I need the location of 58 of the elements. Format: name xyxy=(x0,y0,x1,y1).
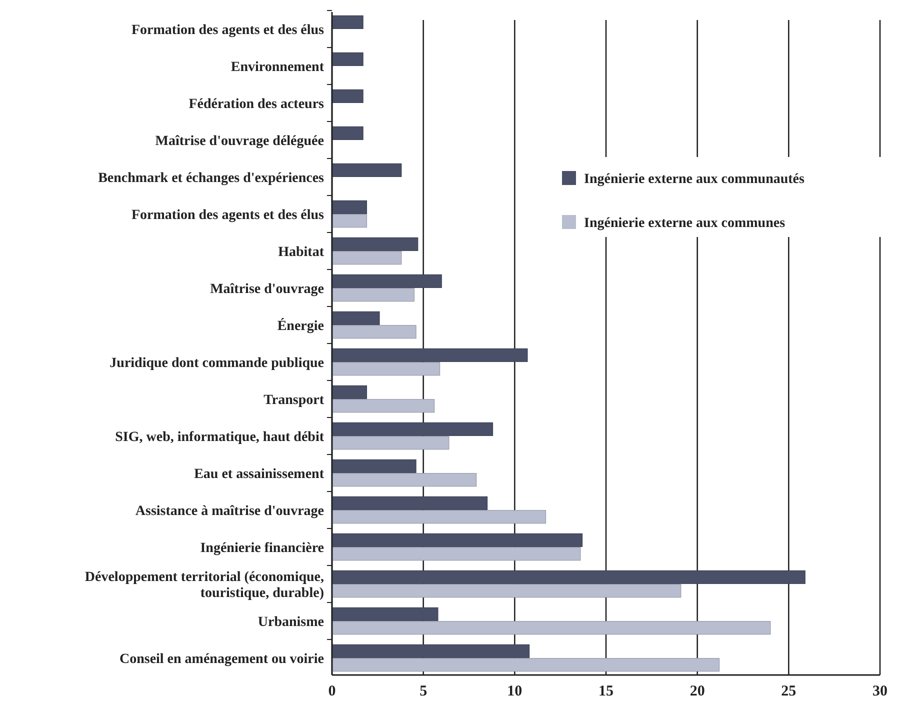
legend-label: Ingénierie externe aux communautés xyxy=(584,172,806,187)
bar xyxy=(332,362,440,376)
bar xyxy=(332,510,546,524)
y-tick-label: Assistance à maîtrise d'ouvrage xyxy=(135,504,324,519)
x-tick-label: 25 xyxy=(781,684,796,700)
y-tick-label: SIG, web, informatique, haut débit xyxy=(115,430,324,445)
y-tick-label: Conseil en aménagement ou voirie xyxy=(119,652,324,667)
bar xyxy=(332,348,528,362)
y-tick-label: Développement territorial (économique, touristique, durable) xyxy=(84,570,324,601)
x-tick-label: 10 xyxy=(507,684,522,700)
y-tick-label: Ingénierie financière xyxy=(200,540,324,556)
bar xyxy=(332,237,418,251)
y-tick-label: Environnement xyxy=(230,60,324,76)
bar xyxy=(332,274,442,288)
bar xyxy=(332,200,368,214)
x-tick-label: 30 xyxy=(872,684,888,700)
x-tick-label: 15 xyxy=(598,684,614,700)
y-tick-label: Maîtrise d'ouvrage déléguée xyxy=(155,134,324,150)
bar xyxy=(332,126,364,140)
x-tick-label: 5 xyxy=(420,684,428,700)
y-tick-label: Benchmark et échanges d'expériences xyxy=(98,171,325,186)
bar xyxy=(332,399,435,413)
bar xyxy=(332,621,771,635)
y-tick-label: Eau et assainissement xyxy=(194,466,324,482)
bar xyxy=(332,163,402,177)
bar xyxy=(332,644,530,658)
bar xyxy=(332,288,414,302)
x-tick-label: 0 xyxy=(328,684,336,700)
y-tick-label: Fédération des acteurs xyxy=(188,97,325,112)
bar xyxy=(332,459,416,473)
bar xyxy=(332,311,380,325)
bar xyxy=(332,570,806,584)
bar xyxy=(332,533,583,547)
bar xyxy=(332,15,364,29)
bar xyxy=(332,422,494,436)
bar xyxy=(332,584,682,598)
x-tick-label: 20 xyxy=(690,684,705,700)
bar xyxy=(332,385,368,399)
y-tick-label: Formation des agents et des élus xyxy=(132,208,325,224)
bar xyxy=(332,496,488,510)
bar xyxy=(332,436,450,450)
y-tick-label: Habitat xyxy=(278,245,324,260)
bar xyxy=(332,325,416,339)
bar xyxy=(332,89,364,103)
bar xyxy=(332,52,364,66)
y-tick-label: Urbanisme xyxy=(258,614,324,630)
bar xyxy=(332,214,368,228)
bar xyxy=(332,251,402,265)
bar xyxy=(332,547,581,561)
bar xyxy=(332,473,477,487)
y-tick-label: Transport xyxy=(264,392,324,408)
legend-label: Ingénierie externe aux communes xyxy=(584,216,786,231)
y-tick-label: Juridique dont commande publique xyxy=(110,356,324,371)
bar xyxy=(332,607,438,621)
y-tick-label: Formation des agents et des élus xyxy=(132,23,325,38)
y-tick-label: Maîtrise d'ouvrage xyxy=(210,282,324,298)
y-tick-label: Énergie xyxy=(277,317,324,334)
bar xyxy=(332,658,720,672)
